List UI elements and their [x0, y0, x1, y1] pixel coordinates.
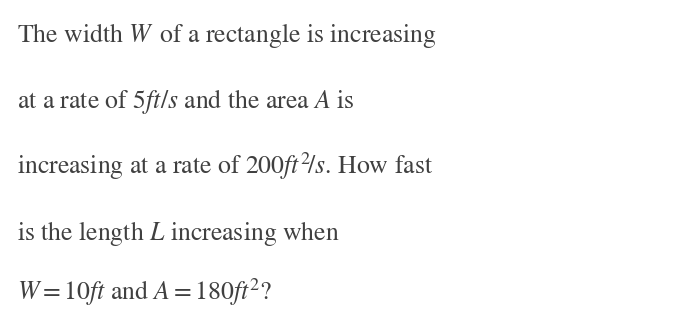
- Text: at a rate of $5\mathit{ft/s}$ and the area $\mathit{A}$ is: at a rate of $5\mathit{ft/s}$ and the ar…: [17, 87, 355, 116]
- Text: increasing at a rate of $200\mathit{ft}^2\!/\mathit{s}$. How fast: increasing at a rate of $200\mathit{ft}^…: [17, 150, 433, 182]
- Text: is the length $\mathit{L}$ increasing when: is the length $\mathit{L}$ increasing wh…: [17, 219, 340, 248]
- Text: $\mathit{W} = 10\mathit{ft}$ and $\mathit{A} = 180\mathit{ft}^2$?: $\mathit{W} = 10\mathit{ft}$ and $\mathi…: [17, 276, 273, 308]
- Text: The width $\mathit{W}\,$ of a rectangle is increasing: The width $\mathit{W}\,$ of a rectangle …: [17, 21, 437, 50]
